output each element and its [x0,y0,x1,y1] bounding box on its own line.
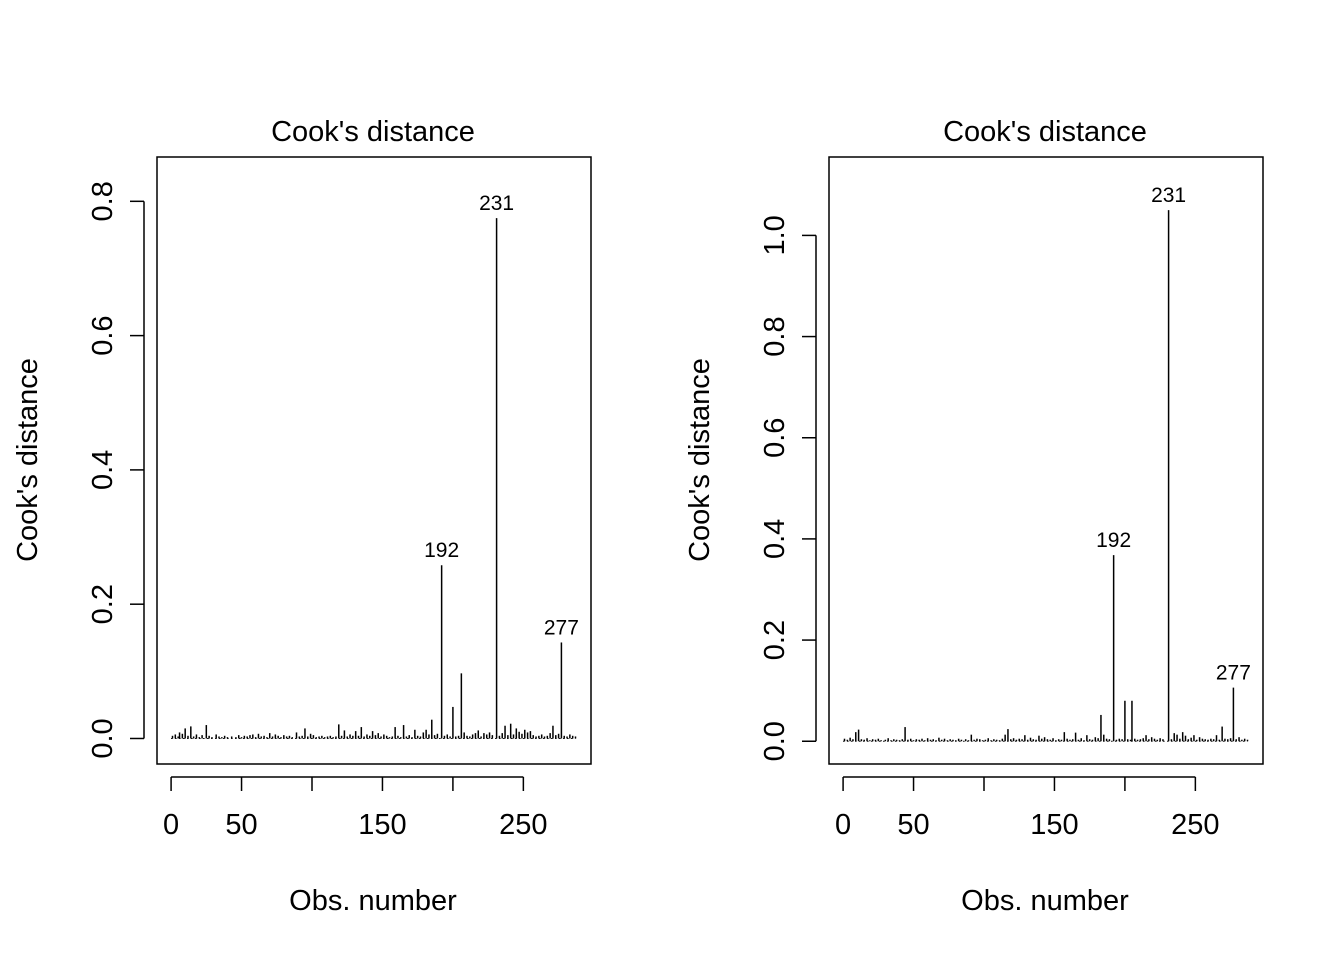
y-tick-label: 0.8 [87,181,119,221]
point-label: 231 [479,192,514,215]
y-tick-label: 0.2 [87,584,119,624]
annotations: 192 231 277 [424,192,579,639]
point-label: 231 [1151,184,1186,207]
left-panel: Cook's distance Obs. number Cook's dista… [12,116,592,917]
chart-title: Cook's distance [271,116,475,148]
x-axis-label: Obs. number [961,885,1129,917]
x-axis-label: Obs. number [289,885,457,917]
x-tick-label: 150 [358,809,406,841]
plot-frame [828,156,1264,765]
y-tick-label: 0.6 [87,315,119,355]
x-tick-label: 250 [1171,809,1219,841]
point-label: 192 [1096,529,1131,552]
x-tick-label: 0 [835,809,851,841]
y-axis-label: Cook's distance [684,358,716,562]
y-tick-label: 0.6 [759,418,791,458]
y-tick-label: 0.0 [87,718,119,758]
point-label: 277 [544,616,579,639]
x-tick-label: 250 [499,809,547,841]
y-tick-label: 0.4 [759,519,791,559]
y-tick-label: 0.0 [759,721,791,761]
y-tick-label: 0.4 [87,450,119,490]
y-tick-label: 0.2 [759,620,791,660]
x-axis: 0 50 150 250 [835,776,1220,841]
plot-frame [156,156,592,765]
y-tick-label: 1.0 [759,215,791,255]
bars [843,210,1249,742]
point-label: 192 [424,539,459,562]
x-tick-label: 0 [163,809,179,841]
x-tick-label: 50 [225,809,257,841]
y-axis: 0.0 0.2 0.4 0.6 0.8 [87,181,145,759]
y-tick-label: 0.8 [759,316,791,356]
right-panel: Cook's distance Obs. number Cook's dista… [684,116,1264,917]
x-axis: 0 50 150 250 [163,776,548,841]
bars [171,218,577,739]
x-tick-label: 150 [1030,809,1078,841]
y-axis: 0.0 0.2 0.4 0.6 0.8 1.0 [759,215,817,761]
chart-title: Cook's distance [943,116,1147,148]
y-axis-label: Cook's distance [12,358,44,562]
annotations: 192 231 277 [1096,184,1251,685]
point-label: 277 [1216,662,1251,685]
x-tick-label: 50 [897,809,929,841]
